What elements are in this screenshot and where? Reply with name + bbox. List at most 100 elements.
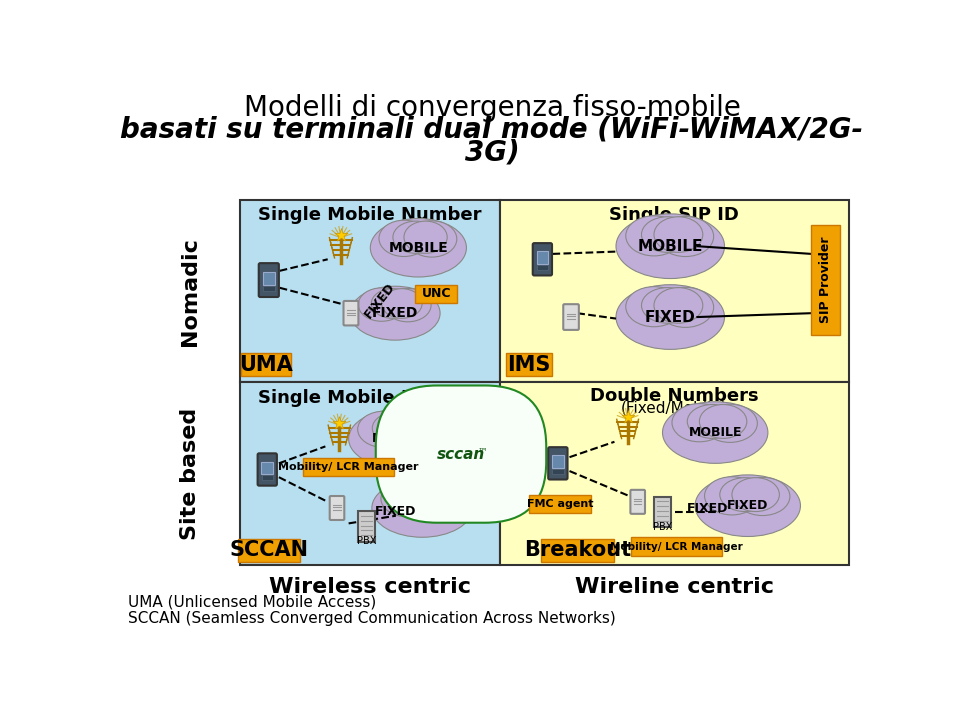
- FancyBboxPatch shape: [655, 497, 671, 527]
- Ellipse shape: [381, 480, 433, 517]
- Text: IMS: IMS: [508, 355, 551, 375]
- FancyBboxPatch shape: [552, 455, 564, 468]
- Ellipse shape: [384, 288, 431, 322]
- Text: FIXED: FIXED: [362, 280, 397, 320]
- Ellipse shape: [387, 412, 440, 448]
- Ellipse shape: [350, 286, 440, 340]
- Text: Nomadic: Nomadic: [180, 237, 200, 346]
- FancyBboxPatch shape: [261, 462, 273, 475]
- Text: FIXED: FIXED: [727, 499, 768, 512]
- Text: UNC: UNC: [421, 288, 451, 300]
- Ellipse shape: [382, 289, 422, 318]
- Ellipse shape: [658, 217, 713, 257]
- Ellipse shape: [616, 285, 725, 349]
- Ellipse shape: [407, 481, 452, 513]
- Ellipse shape: [372, 479, 472, 537]
- Text: (Fixed/Mobile): (Fixed/Mobile): [621, 400, 728, 415]
- Text: FMC agent: FMC agent: [527, 499, 593, 509]
- Ellipse shape: [348, 409, 449, 468]
- Ellipse shape: [384, 412, 429, 445]
- Ellipse shape: [372, 289, 415, 318]
- Point: [333, 229, 348, 241]
- Text: Single Mobile Number: Single Mobile Number: [258, 389, 482, 407]
- FancyBboxPatch shape: [303, 458, 394, 476]
- FancyBboxPatch shape: [537, 265, 548, 270]
- Ellipse shape: [407, 221, 457, 257]
- Text: Double Numbers: Double Numbers: [589, 387, 758, 405]
- Text: basati su terminali dual mode (WiFi-WiMAX/2G-: basati su terminali dual mode (WiFi-WiMA…: [121, 115, 863, 143]
- Text: FIXED: FIXED: [686, 501, 728, 515]
- Text: PBX: PBX: [357, 536, 376, 546]
- Ellipse shape: [654, 288, 703, 323]
- Text: Site based: Site based: [180, 407, 200, 540]
- Text: MOBILE: MOBILE: [688, 426, 742, 439]
- Ellipse shape: [358, 411, 410, 447]
- Text: Modelli di convergenza fisso-mobile: Modelli di convergenza fisso-mobile: [244, 94, 740, 122]
- Text: FIXED: FIXED: [401, 501, 443, 515]
- FancyBboxPatch shape: [416, 285, 457, 303]
- Text: sccan: sccan: [437, 447, 485, 462]
- FancyBboxPatch shape: [500, 200, 849, 382]
- FancyBboxPatch shape: [344, 301, 358, 326]
- Text: MOBILE: MOBILE: [637, 239, 703, 254]
- Ellipse shape: [720, 478, 771, 511]
- Ellipse shape: [703, 404, 757, 442]
- Ellipse shape: [616, 214, 725, 278]
- Ellipse shape: [393, 221, 439, 253]
- FancyBboxPatch shape: [240, 382, 500, 565]
- Text: Mobility/ LCR Manager: Mobility/ LCR Manager: [610, 541, 743, 551]
- Point: [331, 417, 347, 429]
- FancyBboxPatch shape: [500, 382, 849, 565]
- Ellipse shape: [371, 219, 467, 277]
- FancyBboxPatch shape: [540, 538, 613, 562]
- FancyBboxPatch shape: [261, 475, 273, 480]
- FancyBboxPatch shape: [552, 469, 564, 474]
- Ellipse shape: [379, 220, 429, 257]
- Ellipse shape: [700, 404, 747, 438]
- Ellipse shape: [705, 477, 759, 515]
- Text: Single SIP ID: Single SIP ID: [610, 206, 739, 224]
- Text: 3G): 3G): [465, 138, 519, 166]
- Ellipse shape: [396, 481, 444, 513]
- Text: MOBILE: MOBILE: [389, 241, 448, 255]
- Ellipse shape: [641, 288, 693, 323]
- Text: Mobility/ LCR Manager: Mobility/ LCR Manager: [278, 462, 419, 473]
- Text: SIP Provider: SIP Provider: [819, 237, 831, 323]
- Text: UMA (Unlicensed Mobile Access): UMA (Unlicensed Mobile Access): [128, 594, 376, 609]
- FancyBboxPatch shape: [529, 495, 591, 513]
- Text: FIXED: FIXED: [374, 505, 416, 518]
- Ellipse shape: [695, 475, 801, 536]
- Ellipse shape: [735, 478, 790, 516]
- Ellipse shape: [654, 217, 703, 252]
- Text: FIXED: FIXED: [372, 306, 419, 320]
- FancyBboxPatch shape: [548, 447, 567, 480]
- FancyBboxPatch shape: [358, 511, 374, 542]
- Text: SCCAN (Seamless Converged Communication Across Networks): SCCAN (Seamless Converged Communication …: [128, 611, 615, 626]
- Ellipse shape: [410, 481, 463, 518]
- Point: [620, 411, 636, 422]
- Text: FIXED: FIXED: [645, 310, 696, 325]
- FancyBboxPatch shape: [506, 353, 552, 376]
- FancyBboxPatch shape: [257, 453, 276, 485]
- Text: MOBILE: MOBILE: [372, 432, 425, 445]
- Text: Wireline centric: Wireline centric: [575, 577, 774, 597]
- Ellipse shape: [687, 404, 738, 438]
- Ellipse shape: [672, 404, 727, 442]
- Ellipse shape: [358, 288, 405, 321]
- Text: Breakout: Breakout: [524, 541, 631, 561]
- Ellipse shape: [626, 287, 683, 327]
- Text: SCCAN: SCCAN: [229, 541, 308, 561]
- Ellipse shape: [732, 478, 780, 511]
- Ellipse shape: [626, 216, 683, 256]
- FancyBboxPatch shape: [810, 225, 840, 335]
- Text: Wireless centric: Wireless centric: [269, 577, 471, 597]
- FancyBboxPatch shape: [631, 537, 722, 556]
- Ellipse shape: [658, 288, 713, 328]
- Text: ™: ™: [478, 447, 488, 457]
- FancyBboxPatch shape: [259, 263, 278, 297]
- Ellipse shape: [404, 221, 447, 253]
- FancyBboxPatch shape: [240, 200, 500, 382]
- FancyBboxPatch shape: [537, 252, 548, 265]
- Text: Single Mobile Number: Single Mobile Number: [258, 206, 482, 224]
- Ellipse shape: [372, 412, 420, 445]
